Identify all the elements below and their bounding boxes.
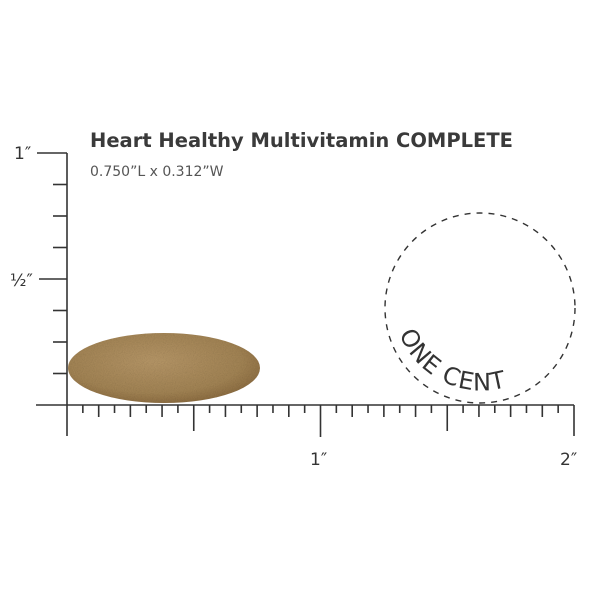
y-label-1in: 1″ bbox=[14, 144, 31, 164]
pill-image bbox=[68, 333, 260, 403]
one-cent-outline bbox=[384, 212, 576, 404]
x-label-2in: 2″ bbox=[560, 450, 577, 470]
coin-label: ONE CENT bbox=[394, 324, 509, 397]
ruler-axes bbox=[36, 152, 575, 437]
x-label-1in: 1″ bbox=[310, 450, 327, 470]
pill-dimensions: 0.750”L x 0.312”W bbox=[90, 164, 224, 180]
y-label-half-in: ½″ bbox=[10, 271, 33, 291]
product-title: Heart Healthy Multivitamin COMPLETE bbox=[90, 129, 513, 152]
